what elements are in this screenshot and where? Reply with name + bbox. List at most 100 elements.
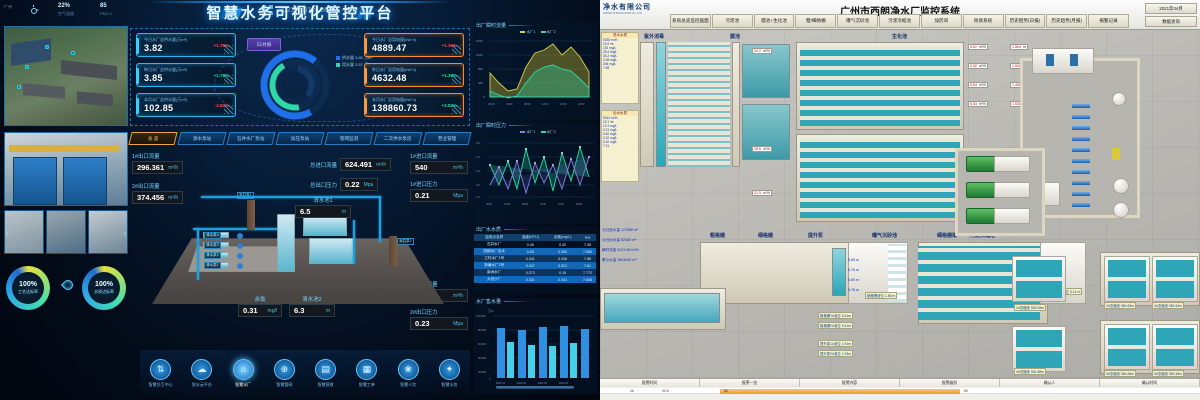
uv-channel[interactable] — [656, 42, 666, 167]
dosing-pump[interactable] — [1072, 203, 1090, 207]
dosing-building[interactable] — [1032, 48, 1094, 74]
aerial-video-feed[interactable]: A B C D — [4, 26, 128, 126]
green-tank[interactable] — [966, 208, 996, 224]
dosing-pump[interactable] — [1072, 181, 1090, 185]
nav-label: 智慧水务 — [441, 381, 458, 387]
white-tank[interactable] — [994, 208, 1030, 224]
nav-label: 智慧营收 — [317, 381, 334, 387]
menu-deodor[interactable]: 除臭系统 — [962, 14, 1004, 28]
white-tank[interactable] — [994, 182, 1030, 198]
tab-overview[interactable]: 总 览 — [128, 132, 178, 145]
dosing-vessel-1[interactable] — [1112, 92, 1126, 106]
menu-alarm-log[interactable]: 报警记录 — [1088, 14, 1129, 28]
svg-text:16:00: 16:00 — [560, 102, 567, 106]
alarm-col-ackby[interactable]: 确认人 — [1000, 379, 1100, 387]
kpi-card-power-today[interactable]: 今日水厂总用电量(kW·h) 4889.47 +1.36% — [364, 33, 464, 57]
green-tank[interactable] — [966, 182, 996, 198]
scada-menu[interactable]: 系统总览监控画面 污泥池 膜池+生化池 粗/细格栅 曝气沉砂池 污泥浓缩池 加药… — [670, 14, 1130, 28]
clear-pool-2[interactable] — [309, 238, 355, 264]
tab-source-pump[interactable]: 源水泵站 — [177, 132, 227, 145]
dosing-pump[interactable] — [1072, 126, 1090, 130]
alarm-col-list[interactable]: 报警一览 — [700, 379, 800, 387]
tab-boost-pump[interactable]: 加压泵站 — [275, 132, 325, 145]
menu-overview[interactable]: 系统总览监控画面 — [670, 14, 711, 28]
deep-well-pump-2[interactable] — [389, 236, 397, 266]
station-tabs[interactable]: 总 览 源水泵站 石井水厂泵站 加压泵站 管网监测 二次供水泵房 营业管理 — [128, 132, 472, 145]
billing-icon: ▤ — [315, 358, 337, 380]
camera-thumb[interactable] — [88, 210, 128, 254]
menu-history-monthly[interactable]: 历史趋势(月报) — [1046, 14, 1088, 28]
nav-item-factory[interactable]: ⌂ 智慧水厂 — [225, 358, 261, 388]
thickener-4[interactable] — [1152, 256, 1198, 302]
smart-water-dashboard: 广州 22% 空气湿度 85 PM2.5 2023年01月08日 智慧水务可视化… — [0, 0, 600, 400]
tab-pipe-network[interactable]: 管网监测 — [324, 132, 374, 145]
plant-3d-scene[interactable]: 清水泵4 清水泵3 清水泵2 清水泵1 深井泵1 深井泵2 — [145, 190, 445, 330]
qr-code-icon[interactable] — [262, 5, 273, 16]
data-query-button[interactable]: 数据查询 — [1145, 16, 1197, 27]
nav-item-water[interactable]: ✦ 智慧水务 — [431, 358, 467, 388]
dosing-pump[interactable] — [1072, 192, 1090, 196]
dosing-pump[interactable] — [1072, 104, 1090, 108]
readout-unit: m³/h — [453, 292, 463, 299]
nav-item-network[interactable]: ⊕ 智慧管网 — [266, 358, 302, 388]
nav-item-billing[interactable]: ▤ 智慧营收 — [308, 358, 344, 388]
bio-lanes-top[interactable] — [800, 46, 960, 126]
kpi-value: 3.82 — [144, 43, 163, 53]
dosing-vessel-2[interactable] — [1113, 178, 1129, 194]
dosing-pump[interactable] — [1072, 115, 1090, 119]
nav-item-exchange[interactable]: ⇅ 智慧交互中心 — [143, 358, 179, 388]
menu-history-daily[interactable]: 历史趋势(日报) — [1004, 14, 1046, 28]
kpi-card-power-yesterday[interactable]: 昨日水厂总用电量(kW·h) 4632.48 +1.38% — [364, 63, 464, 87]
tab-secondary-supply[interactable]: 二次供水泵房 — [373, 132, 423, 145]
menu-dosing[interactable]: 加药间 — [920, 14, 962, 28]
deep-well-pump-1[interactable] — [247, 200, 255, 230]
nav-item-cloud[interactable]: ☁ 智水云平台 — [184, 358, 220, 388]
camera-thumbnail-strip[interactable]: ‹ › — [4, 210, 128, 254]
menu-screens[interactable]: 粗/细格栅 — [795, 14, 837, 28]
menu-membrane-bio[interactable]: 膜池+生化池 — [753, 14, 795, 28]
thickener-1[interactable] — [1012, 256, 1066, 302]
tab-shijing-pump[interactable]: 石井水厂泵站 — [226, 132, 276, 145]
kpi-card-power-month[interactable]: 本月水厂总用电量(kW·h) 138860.73 +2.82% — [364, 93, 464, 117]
dosing-pump[interactable] — [1072, 170, 1090, 174]
camera-thumb[interactable] — [4, 210, 44, 254]
dosing-pump[interactable] — [1072, 159, 1090, 163]
menu-thickener[interactable]: 污泥浓缩池 — [879, 14, 920, 28]
camera-thumb[interactable] — [46, 210, 86, 254]
chevron-right-icon[interactable]: › — [123, 228, 127, 238]
dosing-vessel-3[interactable] — [1113, 202, 1129, 218]
inlet-pool[interactable] — [604, 293, 720, 323]
thickener-5[interactable] — [1104, 324, 1150, 370]
svg-text:1600: 1600 — [476, 39, 483, 43]
alarm-col-level[interactable]: 报警级别 — [900, 379, 1000, 387]
dosing-pump[interactable] — [1072, 148, 1090, 152]
readout-unit: Mpa — [453, 320, 463, 327]
tab-business[interactable]: 营业管理 — [422, 132, 472, 145]
thickener-3[interactable] — [1104, 256, 1150, 302]
kpi-card-supply-today[interactable]: 今日水厂总供水量(万m³) 3.82 +1.76% — [136, 33, 236, 57]
thickener-6[interactable] — [1152, 324, 1198, 370]
alarm-col-content[interactable]: 报警内容 — [800, 379, 900, 387]
menu-sludge-pool[interactable]: 污泥池 — [711, 14, 753, 28]
bio-lanes-bottom[interactable] — [800, 138, 960, 218]
white-tank[interactable] — [994, 156, 1030, 172]
green-tank[interactable] — [966, 156, 996, 172]
clear-pool-1[interactable] — [303, 216, 347, 236]
dashboard-topbar: 广州 22% 空气湿度 85 PM2.5 2023年01月08日 — [0, 0, 600, 24]
company-subtitle: WATER PURIFICATION CO.,LTD — [603, 12, 642, 15]
date-selector-button[interactable]: 2021年04月 — [1145, 3, 1197, 14]
bottom-nav[interactable]: ⇅ 智慧交互中心 ☁ 智水云平台 ⌂ 智慧水厂 ⊕ 智慧管网 ▤ 智慧营收 ▦ … — [140, 350, 470, 396]
fine-screen-channel[interactable] — [832, 248, 846, 296]
alarm-col-time[interactable]: 报警时间 — [600, 379, 700, 387]
alarm-col-acktime[interactable]: 确认时间 — [1100, 379, 1200, 387]
nav-label: 智慧人饮 — [400, 381, 417, 387]
menu-grit-chamber[interactable]: 曝气沉砂池 — [837, 14, 879, 28]
nav-item-people[interactable]: ❀ 智慧人饮 — [390, 358, 426, 388]
thickener-2[interactable] — [1012, 326, 1066, 372]
dosing-pump[interactable] — [1072, 137, 1090, 141]
scada-header: 净水有限公司 WATER PURIFICATION CO.,LTD 广州市西朗净… — [600, 0, 1200, 30]
chevron-left-icon[interactable]: ‹ — [5, 228, 9, 238]
nav-item-ticket[interactable]: ▦ 智慧工单 — [349, 358, 385, 388]
indoor-video-feed[interactable] — [4, 132, 128, 206]
scada-process-canvas[interactable]: 进水水质 5238 m³/h 22.6 ℃ 192 mg/L 28.4 mg/L… — [600, 30, 1200, 378]
